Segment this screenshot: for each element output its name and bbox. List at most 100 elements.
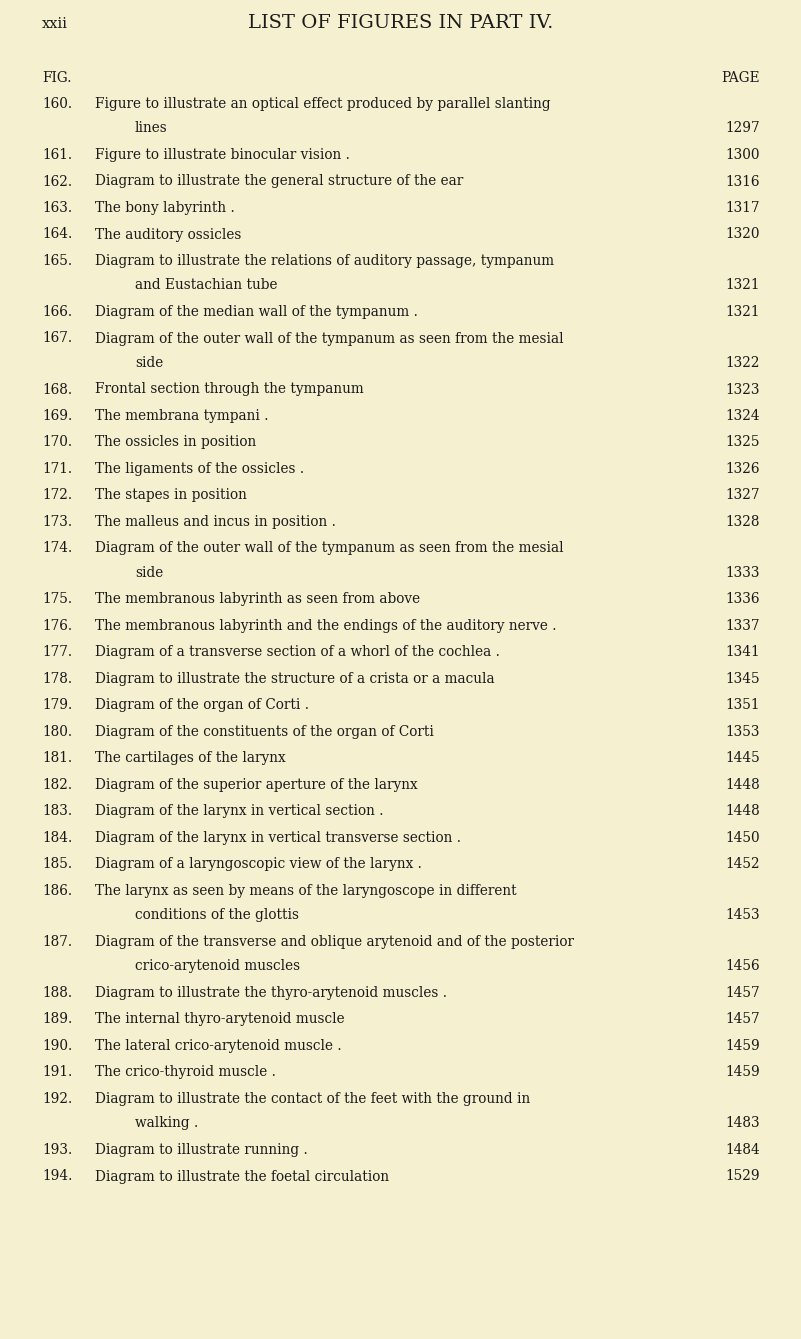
Text: 182.: 182. <box>42 778 72 791</box>
Text: Diagram of a transverse section of a whorl of the cochlea .: Diagram of a transverse section of a who… <box>95 645 500 660</box>
Text: 1353: 1353 <box>726 724 760 739</box>
Text: The cartilages of the larynx: The cartilages of the larynx <box>95 751 286 766</box>
Text: 164.: 164. <box>42 228 72 241</box>
Text: 166.: 166. <box>42 305 72 319</box>
Text: The ligaments of the ossicles .: The ligaments of the ossicles . <box>95 462 304 475</box>
Text: Diagram of the larynx in vertical section .: Diagram of the larynx in vertical sectio… <box>95 805 384 818</box>
Text: 177.: 177. <box>42 645 72 660</box>
Text: walking .: walking . <box>135 1117 199 1130</box>
Text: 1316: 1316 <box>726 174 760 189</box>
Text: 161.: 161. <box>42 149 72 162</box>
Text: 1321: 1321 <box>726 305 760 319</box>
Text: 1337: 1337 <box>726 619 760 633</box>
Text: 1326: 1326 <box>726 462 760 475</box>
Text: crico-arytenoid muscles: crico-arytenoid muscles <box>135 959 300 973</box>
Text: 1448: 1448 <box>725 805 760 818</box>
Text: 1336: 1336 <box>726 592 760 607</box>
Text: Figure to illustrate an optical effect produced by parallel slanting: Figure to illustrate an optical effect p… <box>95 96 550 111</box>
Text: 194.: 194. <box>42 1169 72 1184</box>
Text: 1453: 1453 <box>726 908 760 923</box>
Text: side: side <box>135 356 163 370</box>
Text: The auditory ossicles: The auditory ossicles <box>95 228 241 241</box>
Text: and Eustachian tube: and Eustachian tube <box>135 279 277 292</box>
Text: 1483: 1483 <box>726 1117 760 1130</box>
Text: The crico-thyroid muscle .: The crico-thyroid muscle . <box>95 1066 276 1079</box>
Text: 160.: 160. <box>42 96 72 111</box>
Text: Diagram of the outer wall of the tympanum as seen from the mesial: Diagram of the outer wall of the tympanu… <box>95 332 564 345</box>
Text: 170.: 170. <box>42 435 72 450</box>
Text: side: side <box>135 566 163 580</box>
Text: conditions of the glottis: conditions of the glottis <box>135 908 299 923</box>
Text: 1320: 1320 <box>726 228 760 241</box>
Text: Diagram of the median wall of the tympanum .: Diagram of the median wall of the tympan… <box>95 305 418 319</box>
Text: 185.: 185. <box>42 857 72 872</box>
Text: Diagram to illustrate the thyro-arytenoid muscles .: Diagram to illustrate the thyro-arytenoi… <box>95 986 447 1000</box>
Text: 1317: 1317 <box>726 201 760 216</box>
Text: 1333: 1333 <box>726 566 760 580</box>
Text: Diagram of a laryngoscopic view of the larynx .: Diagram of a laryngoscopic view of the l… <box>95 857 422 872</box>
Text: Diagram to illustrate running .: Diagram to illustrate running . <box>95 1144 308 1157</box>
Text: The membrana tympani .: The membrana tympani . <box>95 408 268 423</box>
Text: 1450: 1450 <box>726 832 760 845</box>
Text: LIST OF FIGURES IN PART IV.: LIST OF FIGURES IN PART IV. <box>248 13 553 32</box>
Text: 189.: 189. <box>42 1012 72 1027</box>
Text: 193.: 193. <box>42 1144 72 1157</box>
Text: The larynx as seen by means of the laryngoscope in different: The larynx as seen by means of the laryn… <box>95 884 517 898</box>
Text: The malleus and incus in position .: The malleus and incus in position . <box>95 516 336 529</box>
Text: xxii: xxii <box>42 17 68 31</box>
Text: Frontal section through the tympanum: Frontal section through the tympanum <box>95 383 364 396</box>
Text: 174.: 174. <box>42 541 72 556</box>
Text: 190.: 190. <box>42 1039 72 1052</box>
Text: Figure to illustrate binocular vision .: Figure to illustrate binocular vision . <box>95 149 350 162</box>
Text: Diagram of the constituents of the organ of Corti: Diagram of the constituents of the organ… <box>95 724 434 739</box>
Text: 181.: 181. <box>42 751 72 766</box>
Text: 1459: 1459 <box>725 1039 760 1052</box>
Text: 178.: 178. <box>42 672 72 686</box>
Text: Diagram to illustrate the general structure of the ear: Diagram to illustrate the general struct… <box>95 174 463 189</box>
Text: lines: lines <box>135 122 167 135</box>
Text: 1351: 1351 <box>726 699 760 712</box>
Text: 1323: 1323 <box>726 383 760 396</box>
Text: 1445: 1445 <box>725 751 760 766</box>
Text: 169.: 169. <box>42 408 72 423</box>
Text: The membranous labyrinth as seen from above: The membranous labyrinth as seen from ab… <box>95 592 421 607</box>
Text: 192.: 192. <box>42 1093 72 1106</box>
Text: 186.: 186. <box>42 884 72 898</box>
Text: 1297: 1297 <box>726 122 760 135</box>
Text: The membranous labyrinth and the endings of the auditory nerve .: The membranous labyrinth and the endings… <box>95 619 557 633</box>
Text: 191.: 191. <box>42 1066 72 1079</box>
Text: 1459: 1459 <box>725 1066 760 1079</box>
Text: 1300: 1300 <box>726 149 760 162</box>
Text: 1341: 1341 <box>726 645 760 660</box>
Text: 173.: 173. <box>42 516 72 529</box>
Text: 168.: 168. <box>42 383 72 396</box>
Text: 163.: 163. <box>42 201 72 216</box>
Text: PAGE: PAGE <box>722 71 760 84</box>
Text: 183.: 183. <box>42 805 72 818</box>
Text: 1345: 1345 <box>726 672 760 686</box>
Text: 1327: 1327 <box>726 489 760 502</box>
Text: 187.: 187. <box>42 935 72 949</box>
Text: 1456: 1456 <box>726 959 760 973</box>
Text: The bony labyrinth .: The bony labyrinth . <box>95 201 235 216</box>
Text: 1325: 1325 <box>726 435 760 450</box>
Text: Diagram to illustrate the structure of a crista or a macula: Diagram to illustrate the structure of a… <box>95 672 495 686</box>
Text: 172.: 172. <box>42 489 72 502</box>
Text: Diagram of the organ of Corti .: Diagram of the organ of Corti . <box>95 699 309 712</box>
Text: Diagram of the transverse and oblique arytenoid and of the posterior: Diagram of the transverse and oblique ar… <box>95 935 574 949</box>
Text: 188.: 188. <box>42 986 72 1000</box>
Text: Diagram of the outer wall of the tympanum as seen from the mesial: Diagram of the outer wall of the tympanu… <box>95 541 564 556</box>
Text: The stapes in position: The stapes in position <box>95 489 247 502</box>
Text: 1529: 1529 <box>726 1169 760 1184</box>
Text: 1448: 1448 <box>725 778 760 791</box>
Text: 176.: 176. <box>42 619 72 633</box>
Text: The internal thyro-arytenoid muscle: The internal thyro-arytenoid muscle <box>95 1012 344 1027</box>
Text: 179.: 179. <box>42 699 72 712</box>
Text: 167.: 167. <box>42 332 72 345</box>
Text: 171.: 171. <box>42 462 72 475</box>
Text: 1452: 1452 <box>726 857 760 872</box>
Text: 184.: 184. <box>42 832 72 845</box>
Text: 1321: 1321 <box>726 279 760 292</box>
Text: Diagram to illustrate the relations of auditory passage, tympanum: Diagram to illustrate the relations of a… <box>95 254 554 268</box>
Text: 162.: 162. <box>42 174 72 189</box>
